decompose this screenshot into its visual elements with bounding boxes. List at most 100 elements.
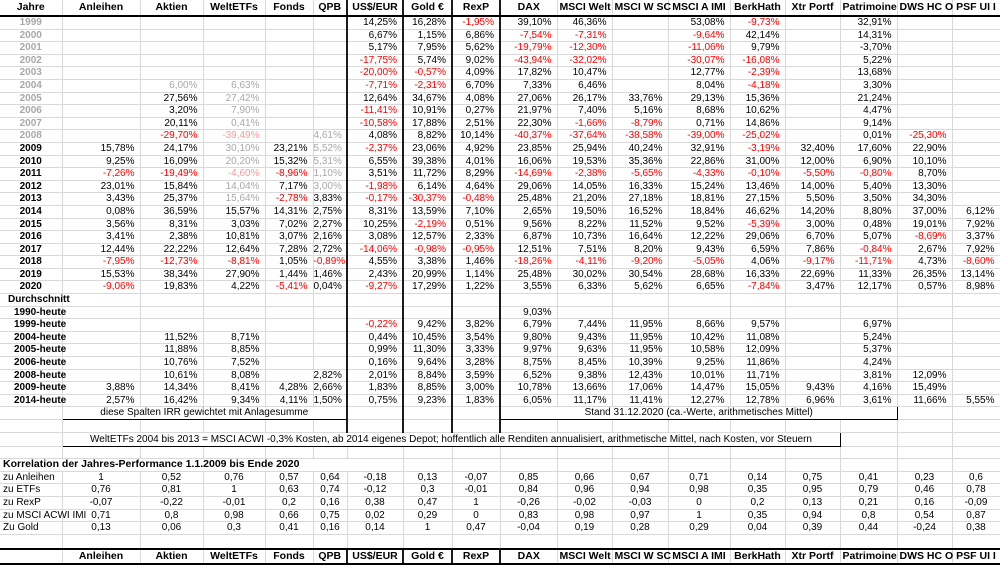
cell[interactable]: 6,96% (785, 394, 841, 408)
row-label[interactable]: 2020 (0, 280, 63, 295)
cell[interactable]: 9,34% (203, 394, 266, 408)
row-label[interactable]: 2017 (0, 243, 63, 257)
cell[interactable] (62, 104, 141, 118)
cell[interactable]: 8,85% (203, 343, 266, 358)
column-header-msci-welt[interactable]: MSCI Welt (557, 0, 613, 17)
cell[interactable]: 11,30% (402, 343, 453, 358)
cell[interactable] (265, 66, 314, 80)
cell[interactable]: 6,70% (785, 230, 841, 244)
cell[interactable]: 20,11% (140, 117, 204, 131)
cell[interactable]: 16,42% (140, 394, 204, 408)
cell[interactable]: 6,63% (203, 79, 266, 93)
cell[interactable]: -0,57% (402, 66, 453, 80)
cell[interactable]: 12,64% (203, 243, 266, 257)
cell[interactable]: 0,94 (785, 509, 841, 523)
cell[interactable] (403, 446, 453, 460)
cell[interactable]: 0,71% (668, 117, 731, 131)
footer-column-header-us-eur[interactable]: US$/EUR (346, 547, 404, 565)
cell[interactable]: 12,51% (500, 243, 558, 257)
row-label[interactable]: 2004-heute (0, 331, 66, 345)
cell[interactable]: -9,20% (612, 255, 669, 269)
cell[interactable]: 29,13% (668, 92, 731, 106)
cell[interactable]: 4,08% (451, 92, 501, 106)
cell[interactable]: 3,33% (451, 343, 501, 358)
cell[interactable]: -30,07% (668, 54, 731, 68)
cell[interactable]: 15,32% (265, 155, 314, 169)
footer-column-header-xtr-portf[interactable]: Xtr Portf (785, 547, 841, 565)
cell[interactable]: -5,65% (612, 167, 669, 181)
cell[interactable]: -0,18 (347, 471, 404, 485)
cell[interactable]: 9,79% (730, 41, 786, 55)
row-label[interactable]: 1999 (0, 16, 63, 30)
cell[interactable] (346, 306, 404, 320)
cell[interactable]: 27,90% (203, 268, 266, 282)
cell[interactable]: 15,36% (730, 92, 786, 106)
cell[interactable]: 0,71 (62, 509, 141, 523)
cell[interactable]: 40,24% (612, 142, 669, 156)
cell[interactable]: -0,01 (203, 496, 266, 510)
cell[interactable]: 10,91% (402, 104, 453, 118)
cell[interactable] (313, 306, 348, 320)
cell[interactable]: 14,31% (840, 29, 898, 43)
cell[interactable]: -7,31% (557, 29, 613, 43)
cell[interactable] (62, 66, 141, 80)
cell[interactable] (0, 432, 63, 447)
cell[interactable]: 2,01% (346, 369, 404, 383)
column-header-dws-hc-o[interactable]: DWS HC O (897, 0, 953, 17)
cell[interactable] (952, 356, 1000, 370)
cell[interactable]: 23,06% (402, 142, 453, 156)
cell[interactable]: -20,00% (346, 66, 404, 80)
cell[interactable]: 0,02 (347, 509, 404, 523)
cell[interactable]: -0,03 (612, 496, 669, 510)
cell[interactable] (840, 446, 898, 460)
cell[interactable] (265, 343, 314, 358)
cell[interactable] (62, 129, 141, 143)
cell[interactable] (952, 54, 1000, 68)
cell[interactable]: 9,63% (557, 343, 613, 358)
cell[interactable]: 14,04% (203, 180, 266, 194)
row-label[interactable]: 2019 (0, 268, 63, 282)
column-header-xtr-portf[interactable]: Xtr Portf (785, 0, 841, 17)
cell[interactable]: 8,31% (140, 218, 204, 232)
cell[interactable]: -30,37% (402, 192, 453, 206)
cell[interactable]: 0,74 (313, 483, 348, 497)
cell[interactable] (897, 331, 953, 345)
cell[interactable] (452, 534, 501, 550)
cell[interactable] (668, 419, 731, 433)
cell[interactable]: 0,08% (62, 205, 141, 219)
cell[interactable]: 0,8 (140, 509, 204, 523)
cell[interactable] (402, 293, 453, 307)
cell[interactable]: 37,00% (897, 205, 953, 219)
cell[interactable] (952, 117, 1000, 131)
row-label[interactable]: 2015 (0, 218, 63, 232)
cell[interactable] (62, 293, 141, 307)
row-label[interactable]: 2000 (0, 29, 63, 43)
cell[interactable]: 2,66% (313, 381, 348, 395)
cell[interactable]: 7,17% (265, 180, 314, 194)
cell[interactable]: 0,38 (347, 496, 404, 510)
cell[interactable]: -19,49% (140, 167, 204, 181)
cell[interactable] (62, 419, 141, 433)
cell[interactable] (265, 293, 314, 307)
cell[interactable]: 0,85 (500, 471, 558, 485)
cell[interactable]: 16,28% (402, 16, 453, 30)
cell[interactable]: 2,75% (313, 205, 348, 219)
footer-column-header-berkhath[interactable]: BerkHath (730, 547, 786, 565)
cell[interactable]: 3,59% (451, 369, 501, 383)
cell[interactable]: 4,64% (451, 180, 501, 194)
cell[interactable]: -8,79% (612, 117, 669, 131)
cell[interactable] (730, 293, 786, 307)
cell[interactable]: 0,78 (952, 483, 1000, 497)
cell[interactable]: 9,52% (668, 218, 731, 232)
cell[interactable] (140, 534, 204, 550)
cell[interactable] (785, 331, 841, 345)
cell[interactable]: -0,98% (402, 243, 453, 257)
cell[interactable]: 3,56% (62, 218, 141, 232)
cell[interactable]: 0,13 (785, 496, 841, 510)
cell[interactable]: 9,43% (557, 331, 613, 345)
cell[interactable] (313, 343, 348, 358)
cell[interactable]: -38,58% (612, 129, 669, 143)
cell[interactable]: 3,82% (451, 318, 501, 332)
cell[interactable]: 9,43% (668, 243, 731, 257)
column-header-dax[interactable]: DAX (500, 0, 558, 17)
